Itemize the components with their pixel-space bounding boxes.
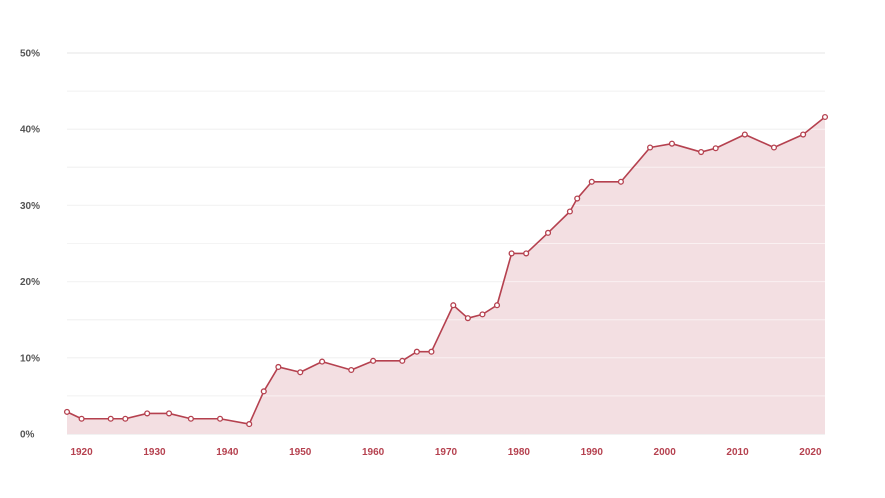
data-point-1929 — [144, 410, 151, 417]
x-tick-label-1970: 1970 — [435, 447, 458, 458]
data-point-1984 — [544, 229, 552, 236]
data-point-1918 — [63, 408, 71, 415]
data-point-1950 — [297, 369, 304, 376]
data-point-1920 — [78, 415, 85, 422]
data-point-1988 — [574, 195, 581, 202]
data-point-1977 — [493, 302, 501, 309]
data-point-1957 — [348, 366, 355, 374]
data-point-1924 — [107, 415, 114, 422]
data-point-1926 — [122, 415, 129, 422]
y-tick-label-40: 40% — [20, 125, 40, 136]
data-point-1945 — [260, 388, 267, 395]
x-tick-label-2000: 2000 — [654, 447, 677, 458]
points-layer — [63, 113, 829, 428]
area-layer — [67, 90, 825, 435]
data-point-2011 — [741, 131, 748, 138]
data-point-1981 — [523, 250, 530, 257]
y-axis: 0% 10% 20% 30% 40% 50% — [20, 49, 40, 441]
data-point-1994 — [617, 178, 624, 185]
y-tick-label-10: 10% — [20, 353, 40, 364]
y-tick-label-30: 30% — [20, 201, 40, 212]
x-tick-label-1920: 1920 — [70, 447, 93, 458]
data-point-1932 — [165, 410, 173, 417]
y-tick-label-20: 20% — [20, 277, 40, 288]
data-point-1998 — [647, 144, 654, 151]
data-point-2001 — [668, 140, 675, 147]
data-point-1968 — [428, 348, 435, 355]
data-point-1979 — [508, 250, 515, 257]
y-tick-label-0: 0% — [20, 430, 35, 441]
x-tick-label-1950: 1950 — [289, 447, 312, 458]
data-point-2022 — [821, 113, 829, 121]
x-tick-label-1960: 1960 — [362, 447, 385, 458]
x-tick-label-2010: 2010 — [726, 447, 749, 458]
data-point-1966 — [413, 348, 420, 355]
data-point-1987 — [566, 208, 573, 215]
data-point-2019 — [800, 131, 807, 138]
x-tick-label-1940: 1940 — [216, 447, 239, 458]
series-area-0 — [67, 117, 825, 435]
data-point-1947 — [275, 363, 282, 370]
x-axis: 1920 1930 1940 1950 1960 1970 1980 1990 2000 2010… — [70, 447, 822, 458]
data-point-2015 — [770, 144, 778, 151]
data-point-1990 — [588, 178, 595, 185]
data-point-1939 — [217, 415, 224, 422]
x-tick-label-1930: 1930 — [143, 447, 166, 458]
data-point-1943 — [246, 421, 253, 428]
data-point-1935 — [187, 415, 194, 422]
x-tick-label-1980: 1980 — [508, 447, 531, 458]
x-tick-label-1990: 1990 — [581, 447, 604, 458]
data-point-1973 — [464, 315, 471, 322]
x-tick-label-2020: 2020 — [799, 447, 822, 458]
data-point-2007 — [712, 145, 719, 152]
data-point-1964 — [399, 357, 406, 364]
data-point-1975 — [479, 311, 486, 318]
data-point-2005 — [698, 149, 705, 156]
y-tick-label-50: 50% — [20, 49, 40, 60]
data-point-1953 — [319, 358, 326, 365]
data-point-1971 — [450, 302, 457, 309]
data-point-1960 — [370, 357, 377, 364]
